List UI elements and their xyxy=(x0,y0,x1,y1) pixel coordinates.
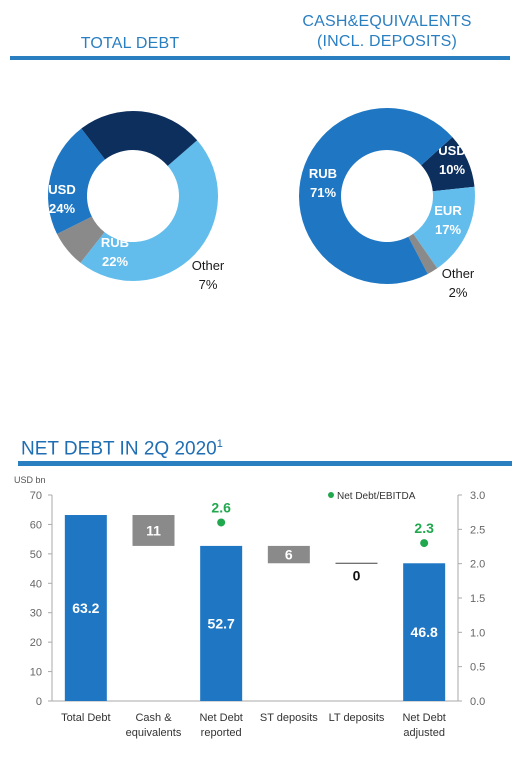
y-right-tick-label: 2.5 xyxy=(470,524,485,536)
y-right-tick-label: 0.0 xyxy=(470,696,485,708)
cash-label-eur: EUR xyxy=(434,203,462,218)
cash-label-rub: RUB xyxy=(309,166,337,181)
debt-pct-rub: 22% xyxy=(102,254,128,269)
x-category-label: reported xyxy=(201,727,242,739)
cash-label-other: Other xyxy=(442,266,475,281)
bar-total-label: 46.8 xyxy=(411,624,438,640)
bar-total xyxy=(64,515,107,701)
debt-slice-other xyxy=(56,216,105,263)
x-category-label: ST deposits xyxy=(260,712,318,724)
bar-total xyxy=(403,563,446,701)
y-left-tick-label: 50 xyxy=(30,549,42,561)
y-right-tick-label: 2.0 xyxy=(470,559,485,571)
footnote-marker: 1 xyxy=(216,438,223,450)
debt-pct-usd: 24% xyxy=(49,201,75,216)
cash-title-line2: (INCL. DEPOSITS) xyxy=(316,33,458,50)
y-right-tick-label: 1.0 xyxy=(470,627,485,639)
total-debt-title: TOTAL DEBT xyxy=(80,35,180,52)
y-left-tick-label: 30 xyxy=(30,608,42,620)
ratio-point xyxy=(420,539,429,548)
unit-label: USD bn xyxy=(14,475,46,485)
y-right-tick-label: 3.0 xyxy=(470,490,485,502)
y-left-tick-label: 40 xyxy=(30,578,42,590)
cash-pct-usd: 10% xyxy=(439,162,465,177)
net-debt-title-text: NET DEBT IN 2Q 2020 xyxy=(21,438,217,460)
x-category-label: equivalents xyxy=(126,727,182,739)
x-category-label: Total Debt xyxy=(61,712,111,724)
legend-marker xyxy=(328,492,334,498)
bar-delta-label: 11 xyxy=(146,522,161,538)
x-category-label: Cash & xyxy=(135,712,172,724)
bar-total-label: 63.2 xyxy=(72,600,99,616)
cash-label-usd: USD xyxy=(438,143,465,158)
debt-label-rub: RUB xyxy=(101,235,129,250)
ratio-label: 2.6 xyxy=(211,499,231,515)
cash-slice-rub xyxy=(299,108,453,285)
bar-delta-label: 6 xyxy=(285,547,293,563)
net-debt-title: NET DEBT IN 2Q 20201 xyxy=(21,438,223,460)
bar-total-label: 52.7 xyxy=(208,615,235,631)
debt-pct-other: 7% xyxy=(199,277,218,292)
x-category-label: adjusted xyxy=(403,727,445,739)
x-category-label: Net Debt xyxy=(402,712,445,724)
section-rule xyxy=(18,461,512,466)
cash-pct-other: 2% xyxy=(449,285,468,300)
top-rule xyxy=(10,56,510,60)
debt-slice-eur xyxy=(80,140,218,281)
cash-pct-rub: 71% xyxy=(310,185,336,200)
y-left-tick-label: 0 xyxy=(36,696,42,708)
net-debt-bridge-chart: USD bn0102030405060700.00.51.01.52.02.53… xyxy=(14,475,485,739)
ratio-label: 2.3 xyxy=(414,520,434,536)
x-category-label: LT deposits xyxy=(329,712,385,724)
cash-slice-other xyxy=(408,233,438,274)
y-left-tick-label: 20 xyxy=(30,637,42,649)
x-category-label: Net Debt xyxy=(199,712,242,724)
legend-label: Net Debt/EBITDA xyxy=(337,491,416,502)
y-left-tick-label: 10 xyxy=(30,667,42,679)
y-left-tick-label: 70 xyxy=(30,490,42,502)
cash-pct-eur: 17% xyxy=(435,222,461,237)
ratio-point xyxy=(217,518,226,527)
debt-label-usd: USD xyxy=(48,182,75,197)
cash-title-line1: CASH&EQUIVALENTS xyxy=(302,13,472,30)
debt-slice-usd xyxy=(81,110,198,166)
bar-delta xyxy=(132,515,175,546)
cash-donut: USD 10% EUR 17% Other 2% RUB 71% xyxy=(299,108,475,300)
bar-delta xyxy=(267,545,310,564)
y-right-tick-label: 1.5 xyxy=(470,593,485,605)
cash-slice-eur xyxy=(413,186,475,269)
bar-delta-label: 0 xyxy=(353,567,361,583)
bar-total xyxy=(200,545,243,701)
debt-slice-rub xyxy=(48,128,106,235)
y-left-tick-label: 60 xyxy=(30,519,42,531)
cash-title: CASH&EQUIVALENTS (INCL. DEPOSITS) xyxy=(262,12,512,52)
debt-label-other: Other xyxy=(192,258,225,273)
cash-slice-usd xyxy=(421,137,475,192)
y-right-tick-label: 0.5 xyxy=(470,662,485,674)
